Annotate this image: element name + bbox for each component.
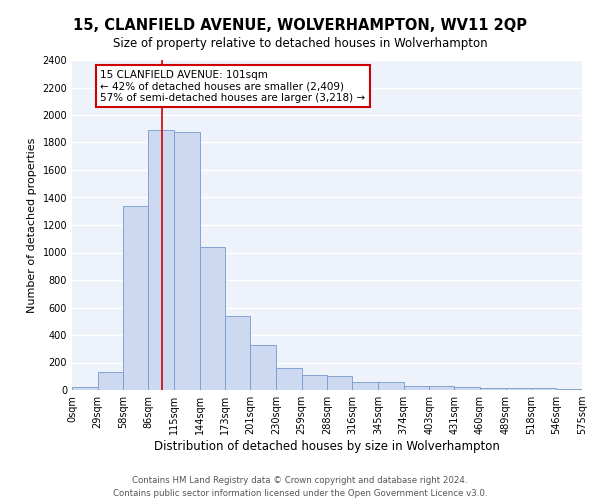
Text: 15 CLANFIELD AVENUE: 101sqm
← 42% of detached houses are smaller (2,409)
57% of : 15 CLANFIELD AVENUE: 101sqm ← 42% of det… (100, 70, 365, 102)
Bar (352, 382, 378, 390)
Text: Contains HM Land Registry data © Crown copyright and database right 2024.
Contai: Contains HM Land Registry data © Crown c… (113, 476, 487, 498)
Bar (148, 130, 174, 390)
Text: Size of property relative to detached houses in Wolverhampton: Size of property relative to detached ho… (113, 38, 487, 51)
X-axis label: Distribution of detached houses by size in Wolverhampton: Distribution of detached houses by size … (154, 440, 500, 453)
Bar (480, 388, 506, 390)
Y-axis label: Number of detached properties: Number of detached properties (27, 138, 37, 312)
Bar (328, 376, 352, 390)
Bar (302, 375, 328, 390)
Bar (430, 386, 454, 390)
Bar (582, 387, 600, 390)
Bar (72, 387, 98, 390)
Bar (404, 386, 430, 390)
Bar (98, 372, 124, 390)
Bar (124, 206, 148, 390)
Bar (174, 132, 200, 390)
Bar (276, 368, 302, 390)
Bar (454, 387, 480, 390)
Bar (378, 382, 404, 390)
Bar (226, 316, 250, 390)
Bar (506, 388, 532, 390)
Bar (250, 344, 276, 390)
Bar (200, 247, 226, 390)
Text: 15, CLANFIELD AVENUE, WOLVERHAMPTON, WV11 2QP: 15, CLANFIELD AVENUE, WOLVERHAMPTON, WV1… (73, 18, 527, 32)
Bar (532, 388, 556, 390)
